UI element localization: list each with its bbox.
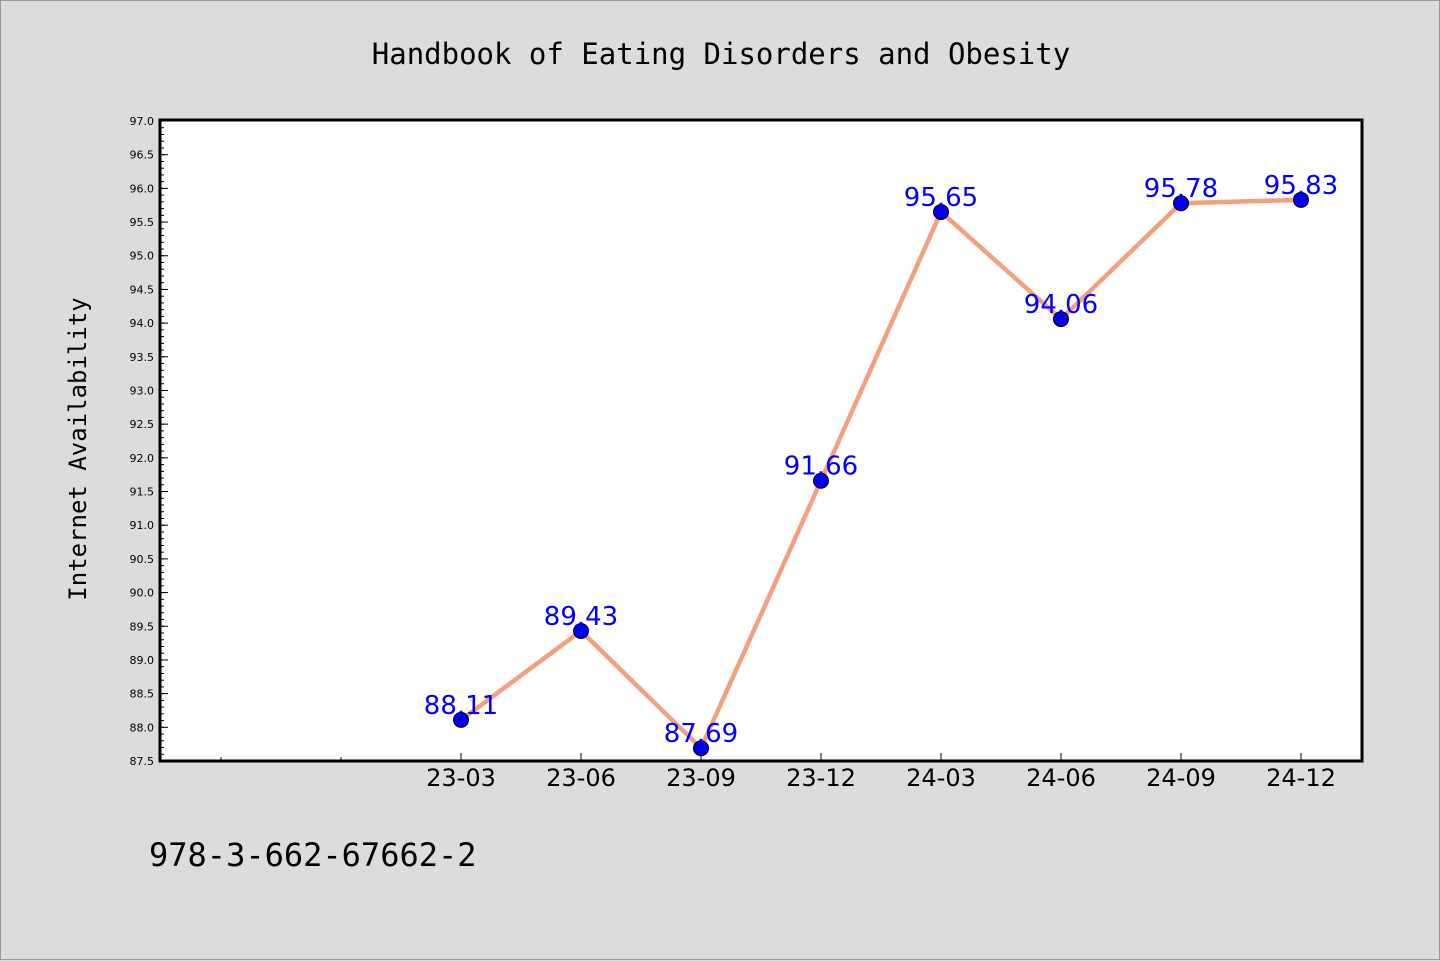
y-tick-label: 89.5 bbox=[130, 620, 155, 633]
y-tick-label: 95.0 bbox=[130, 250, 155, 263]
x-tick-label: 24-12 bbox=[1266, 764, 1336, 792]
series-line bbox=[458, 197, 1304, 751]
data-label: 95.65 bbox=[904, 183, 978, 213]
y-tick-label: 88.5 bbox=[130, 688, 155, 701]
y-tick-label: 92.0 bbox=[130, 452, 155, 465]
y-tick-label: 90.0 bbox=[130, 587, 155, 600]
data-point bbox=[1173, 195, 1189, 212]
y-tick-label: 88.0 bbox=[130, 721, 155, 734]
y-tick-label: 91.0 bbox=[130, 519, 155, 532]
y-tick-label: 95.5 bbox=[130, 216, 155, 229]
y-tick-label: 94.0 bbox=[130, 317, 155, 330]
y-tick-label: 93.0 bbox=[130, 384, 155, 397]
y-tick-label: 96.5 bbox=[130, 149, 155, 162]
y-axis: 87.5 88.0 88.5 89.0 89.5 90.0 90.5 91.0 91.5 92.0… bbox=[130, 115, 168, 768]
series-line-group bbox=[458, 197, 1304, 751]
x-tick-label: 24-09 bbox=[1146, 764, 1216, 792]
y-tick-label: 92.5 bbox=[130, 418, 155, 431]
x-tick-label: 24-06 bbox=[1026, 764, 1096, 792]
x-tick-label: 23-12 bbox=[786, 764, 856, 792]
y-tick-label: 87.5 bbox=[130, 755, 155, 768]
data-point bbox=[933, 203, 949, 220]
data-point bbox=[693, 740, 709, 757]
data-point bbox=[573, 622, 589, 639]
data-label: 87.69 bbox=[664, 719, 738, 749]
isbn-footer-text: 978-3-662-67662-2 bbox=[149, 836, 477, 874]
y-tick-label: 94.5 bbox=[130, 283, 155, 296]
y-tick-label: 97.0 bbox=[130, 115, 155, 128]
data-label: 91.66 bbox=[784, 452, 858, 482]
x-tick-label: 23-03 bbox=[426, 764, 496, 792]
data-point bbox=[813, 472, 829, 489]
y-tick-label: 90.5 bbox=[130, 553, 155, 566]
x-tick-label: 23-09 bbox=[666, 764, 736, 792]
chart-title: Handbook of Eating Disorders and Obesity bbox=[372, 37, 1070, 71]
y-tick-label: 93.5 bbox=[130, 351, 155, 364]
data-label: 95.78 bbox=[1144, 174, 1218, 204]
x-tick-label: 23-06 bbox=[546, 764, 616, 792]
y-axis-label: Internet Availability bbox=[64, 297, 92, 600]
plot-area bbox=[158, 118, 1364, 763]
x-axis: 23-03 23-06 23-09 23-12 24-03 24-06 24-09 24-12 bbox=[220, 753, 1336, 792]
data-labels: 88.11 89.43 87.69 91.66 95.65 94.06 95.78 95.83 bbox=[424, 171, 1338, 749]
data-point bbox=[1053, 311, 1069, 328]
y-tick-label: 91.5 bbox=[130, 486, 155, 499]
y-tick-label: 96.0 bbox=[130, 182, 155, 195]
data-label: 94.06 bbox=[1024, 290, 1098, 320]
data-label: 88.11 bbox=[424, 691, 498, 721]
data-point bbox=[1293, 191, 1309, 208]
data-points bbox=[453, 191, 1309, 757]
data-label: 89.43 bbox=[544, 602, 618, 632]
x-tick-label: 24-03 bbox=[906, 764, 976, 792]
data-label: 95.83 bbox=[1264, 171, 1338, 201]
data-point bbox=[453, 711, 469, 728]
y-tick-label: 89.0 bbox=[130, 654, 155, 667]
